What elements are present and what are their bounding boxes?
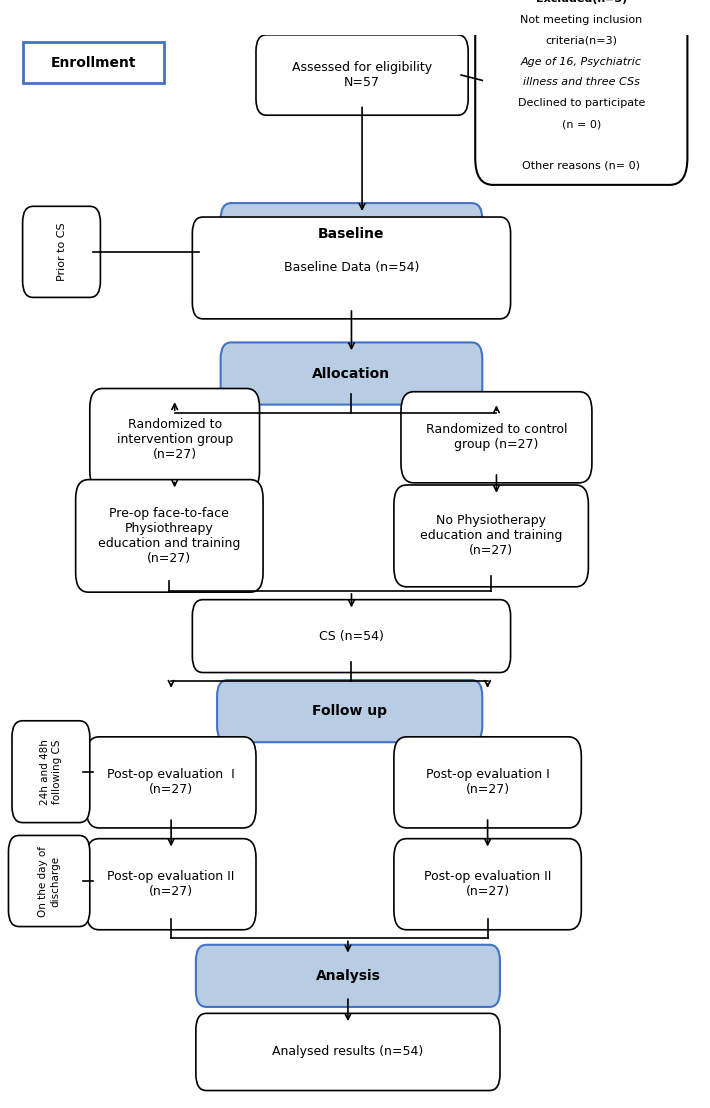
FancyBboxPatch shape bbox=[256, 34, 468, 115]
FancyBboxPatch shape bbox=[12, 721, 89, 822]
FancyBboxPatch shape bbox=[394, 737, 581, 828]
FancyBboxPatch shape bbox=[394, 485, 589, 587]
Text: Excluded(n=3): Excluded(n=3) bbox=[535, 0, 627, 4]
FancyBboxPatch shape bbox=[196, 945, 500, 1007]
FancyBboxPatch shape bbox=[221, 342, 482, 404]
FancyBboxPatch shape bbox=[86, 839, 256, 930]
Text: Enrollment: Enrollment bbox=[50, 55, 136, 70]
Text: Declined to participate: Declined to participate bbox=[518, 99, 645, 109]
Text: Other reasons (n= 0): Other reasons (n= 0) bbox=[523, 161, 640, 171]
Text: Randomized to control
group (n=27): Randomized to control group (n=27) bbox=[426, 423, 567, 451]
Text: Prior to CS: Prior to CS bbox=[57, 223, 67, 281]
Text: Baseline: Baseline bbox=[318, 227, 385, 242]
Text: Follow up: Follow up bbox=[312, 704, 387, 718]
Text: Allocation: Allocation bbox=[312, 367, 390, 380]
Text: illness and three CSs: illness and three CSs bbox=[523, 78, 640, 88]
FancyBboxPatch shape bbox=[9, 835, 89, 926]
Text: criteria(n=3): criteria(n=3) bbox=[545, 35, 617, 45]
Text: Not meeting inclusion: Not meeting inclusion bbox=[520, 14, 643, 25]
FancyBboxPatch shape bbox=[401, 392, 592, 483]
Text: 24h and 48h
following CS: 24h and 48h following CS bbox=[40, 739, 62, 804]
Text: CS (n=54): CS (n=54) bbox=[319, 629, 384, 643]
FancyBboxPatch shape bbox=[76, 480, 263, 592]
Text: Assessed for eligibility
N=57: Assessed for eligibility N=57 bbox=[292, 61, 432, 89]
FancyBboxPatch shape bbox=[192, 217, 510, 319]
Text: Age of 16, Psychiatric: Age of 16, Psychiatric bbox=[521, 57, 642, 66]
Text: Baseline Data (n=54): Baseline Data (n=54) bbox=[284, 261, 419, 275]
Text: Post-op evaluation II
(n=27): Post-op evaluation II (n=27) bbox=[424, 870, 551, 899]
Text: Pre-op face-to-face
Physiothreapy
education and training
(n=27): Pre-op face-to-face Physiothreapy educat… bbox=[98, 506, 241, 565]
Text: Analysis: Analysis bbox=[315, 968, 381, 983]
FancyBboxPatch shape bbox=[192, 599, 510, 673]
FancyBboxPatch shape bbox=[196, 1014, 500, 1090]
FancyBboxPatch shape bbox=[89, 389, 260, 491]
FancyBboxPatch shape bbox=[394, 839, 581, 930]
FancyBboxPatch shape bbox=[217, 680, 482, 742]
Text: On the day of
discharge: On the day of discharge bbox=[38, 845, 60, 916]
Text: (n = 0): (n = 0) bbox=[562, 120, 601, 130]
Text: Randomized to
intervention group
(n=27): Randomized to intervention group (n=27) bbox=[116, 418, 233, 461]
FancyBboxPatch shape bbox=[221, 203, 482, 265]
FancyBboxPatch shape bbox=[23, 206, 100, 297]
Text: Post-op evaluation II
(n=27): Post-op evaluation II (n=27) bbox=[107, 870, 235, 899]
FancyBboxPatch shape bbox=[23, 42, 164, 83]
FancyBboxPatch shape bbox=[475, 0, 687, 185]
Text: No Physiotherapy
education and training
(n=27): No Physiotherapy education and training … bbox=[420, 514, 562, 557]
FancyBboxPatch shape bbox=[86, 737, 256, 828]
Text: Post-op evaluation I
(n=27): Post-op evaluation I (n=27) bbox=[426, 768, 550, 797]
Text: Analysed results (n=54): Analysed results (n=54) bbox=[273, 1046, 424, 1058]
Text: Post-op evaluation  I
(n=27): Post-op evaluation I (n=27) bbox=[107, 768, 235, 797]
